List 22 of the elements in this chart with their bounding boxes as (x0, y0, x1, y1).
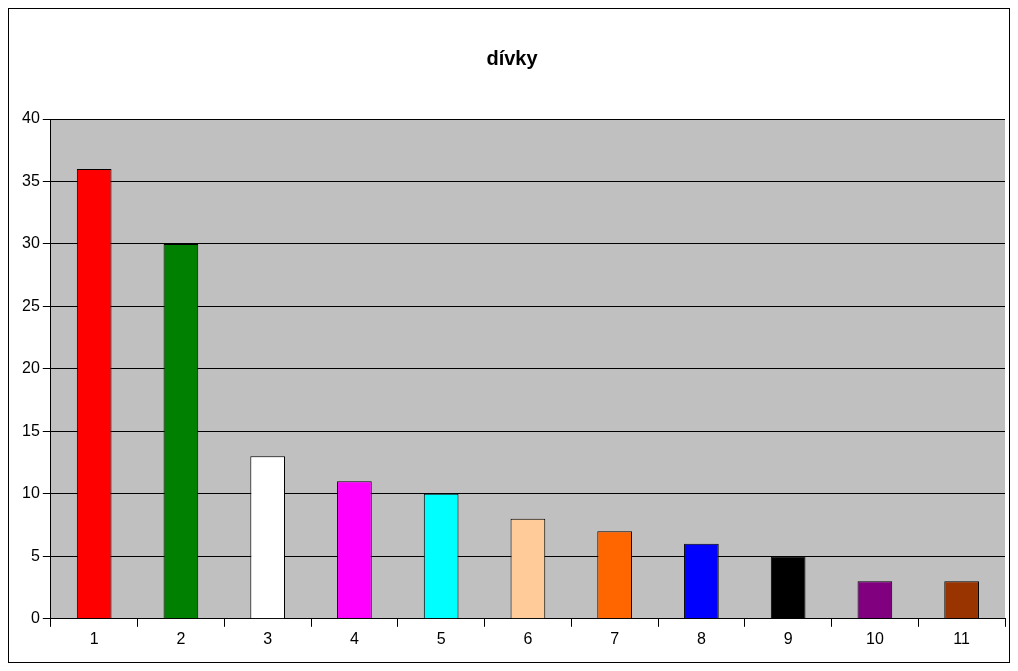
y-tick-label: 25 (22, 296, 40, 314)
chart-title: dívky (486, 46, 539, 69)
y-tick-label: 40 (22, 109, 40, 127)
y-tick-label: 5 (30, 546, 40, 564)
x-tick-label: 7 (610, 629, 620, 647)
y-tick-label: 30 (22, 234, 40, 252)
y-tick-label: 35 (22, 171, 40, 189)
x-tick-label: 5 (436, 629, 446, 647)
x-tick-label: 9 (783, 629, 793, 647)
x-tick-label: 11 (953, 629, 971, 647)
x-tick-label: 1 (89, 629, 99, 647)
y-tick-label: 10 (22, 484, 40, 502)
x-tick-label: 3 (263, 629, 273, 647)
x-tick-label: 8 (696, 629, 706, 647)
y-tick-label: 15 (22, 421, 40, 439)
bar (770, 556, 806, 619)
x-tick-label: 4 (349, 629, 359, 647)
x-tick-label: 6 (523, 629, 533, 647)
x-tick-label: 10 (865, 629, 884, 647)
x-tick-label: 2 (176, 629, 186, 647)
y-tick-label: 20 (22, 359, 40, 377)
y-tick-label: 0 (30, 609, 40, 627)
